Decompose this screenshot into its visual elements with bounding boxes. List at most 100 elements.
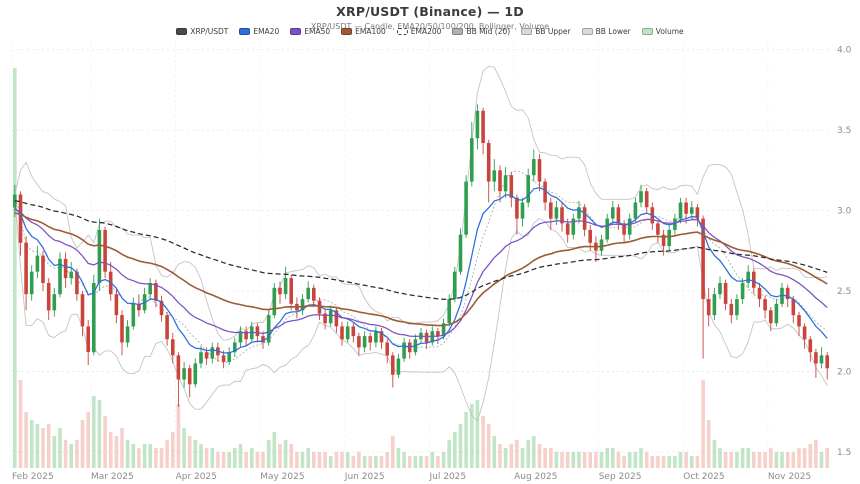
candle-body bbox=[475, 110, 480, 139]
candle-body bbox=[357, 336, 361, 348]
volume-bar bbox=[171, 432, 175, 468]
candle-body bbox=[238, 331, 243, 343]
ema20-line bbox=[14, 186, 828, 354]
candle-body bbox=[227, 352, 231, 362]
volume-bar bbox=[650, 456, 655, 468]
candle-body bbox=[328, 310, 333, 324]
volume-bar bbox=[757, 452, 762, 468]
volume-bar bbox=[24, 412, 28, 468]
volume-bar bbox=[520, 448, 525, 468]
volume-bar bbox=[402, 452, 406, 468]
x-axis-month-label: Jun 2025 bbox=[344, 472, 385, 482]
volume-bar bbox=[69, 444, 73, 468]
volume-bar bbox=[712, 440, 717, 468]
candle-body bbox=[814, 352, 818, 364]
volume-bar bbox=[678, 452, 683, 468]
volume-bar bbox=[204, 448, 209, 468]
volume-bar bbox=[368, 456, 372, 468]
volume-bar bbox=[108, 432, 113, 468]
candle-body bbox=[86, 326, 90, 353]
bb-lower-line bbox=[14, 194, 828, 422]
candle-body bbox=[763, 299, 767, 311]
volume-bar bbox=[323, 452, 327, 468]
candle-body bbox=[92, 283, 96, 353]
candle-body bbox=[616, 207, 621, 224]
volume-bar bbox=[272, 432, 277, 468]
legend-swatch-icon bbox=[290, 28, 302, 35]
ema50-line bbox=[14, 208, 828, 338]
volume-bar bbox=[165, 440, 169, 468]
y-axis-tick-label: 2.0 bbox=[837, 367, 852, 377]
volume-bar bbox=[244, 452, 248, 468]
candle-body bbox=[272, 287, 277, 316]
candle-body bbox=[560, 207, 564, 224]
volume-bar bbox=[362, 456, 367, 468]
candle-body bbox=[193, 363, 198, 385]
volume-bar bbox=[554, 452, 559, 468]
legend-swatch-icon bbox=[581, 28, 593, 35]
candle-body bbox=[554, 207, 559, 219]
ema100-line bbox=[14, 212, 828, 327]
legend-label: Volume bbox=[655, 27, 684, 36]
candle-body bbox=[633, 202, 638, 219]
x-axis-month-label: Mar 2025 bbox=[91, 472, 134, 482]
legend-swatch-icon bbox=[341, 28, 353, 35]
candle-body bbox=[774, 303, 779, 324]
volume-bar bbox=[193, 440, 198, 468]
volume-bar bbox=[644, 452, 649, 468]
candle-body bbox=[537, 159, 542, 182]
x-axis-month-label: May 2025 bbox=[260, 472, 304, 482]
volume-bar bbox=[769, 448, 773, 468]
candle-body bbox=[520, 202, 525, 219]
y-axis-tick-label: 1.5 bbox=[837, 448, 851, 458]
legend-item-ema50: EMA50 bbox=[290, 27, 330, 36]
volume-bar bbox=[661, 456, 666, 468]
volume-bar bbox=[549, 448, 553, 468]
volume-bar bbox=[379, 456, 384, 468]
candle-body bbox=[120, 315, 124, 343]
volume-bar bbox=[565, 452, 570, 468]
volume-bar bbox=[780, 452, 784, 468]
volume-bar bbox=[486, 424, 491, 468]
candle-body bbox=[447, 299, 451, 324]
volume-bar bbox=[283, 440, 288, 468]
candle-body bbox=[424, 332, 429, 343]
volume-bar bbox=[673, 456, 677, 468]
candle-body bbox=[543, 181, 547, 203]
candle-body bbox=[165, 315, 169, 340]
candle-body bbox=[515, 197, 519, 219]
volume-bar bbox=[605, 448, 609, 468]
legend-item-ema20: EMA20 bbox=[239, 27, 279, 36]
legend-item-bb-lower: BB Lower bbox=[581, 27, 631, 36]
volume-bar bbox=[35, 424, 40, 468]
volume-bar bbox=[306, 448, 310, 468]
volume-bar bbox=[763, 452, 767, 468]
volume-bar bbox=[221, 452, 226, 468]
candle-body bbox=[441, 323, 446, 337]
candle-body bbox=[464, 181, 468, 235]
candle-body bbox=[75, 271, 79, 295]
candle-body bbox=[470, 138, 474, 182]
volume-bar bbox=[481, 416, 485, 468]
candle-body bbox=[729, 303, 734, 316]
volume-bar bbox=[464, 412, 468, 468]
bb-mid-line bbox=[14, 170, 828, 364]
candle-body bbox=[52, 294, 57, 311]
volume-bar bbox=[46, 424, 51, 468]
candle-body bbox=[498, 170, 502, 192]
candle-body bbox=[182, 368, 186, 380]
candle-body bbox=[199, 352, 203, 364]
legend-item-ema100: EMA100 bbox=[341, 27, 386, 36]
volume-bar bbox=[407, 456, 412, 468]
candle-body bbox=[385, 342, 389, 356]
candle-body bbox=[430, 331, 435, 343]
candle-body bbox=[29, 271, 34, 295]
candle-body bbox=[661, 234, 666, 246]
volume-bar bbox=[729, 452, 734, 468]
volume-bar bbox=[137, 448, 141, 468]
candle-body bbox=[323, 313, 327, 324]
candle-body bbox=[695, 207, 700, 219]
volume-bar bbox=[509, 444, 514, 468]
volume-bar bbox=[97, 400, 102, 468]
